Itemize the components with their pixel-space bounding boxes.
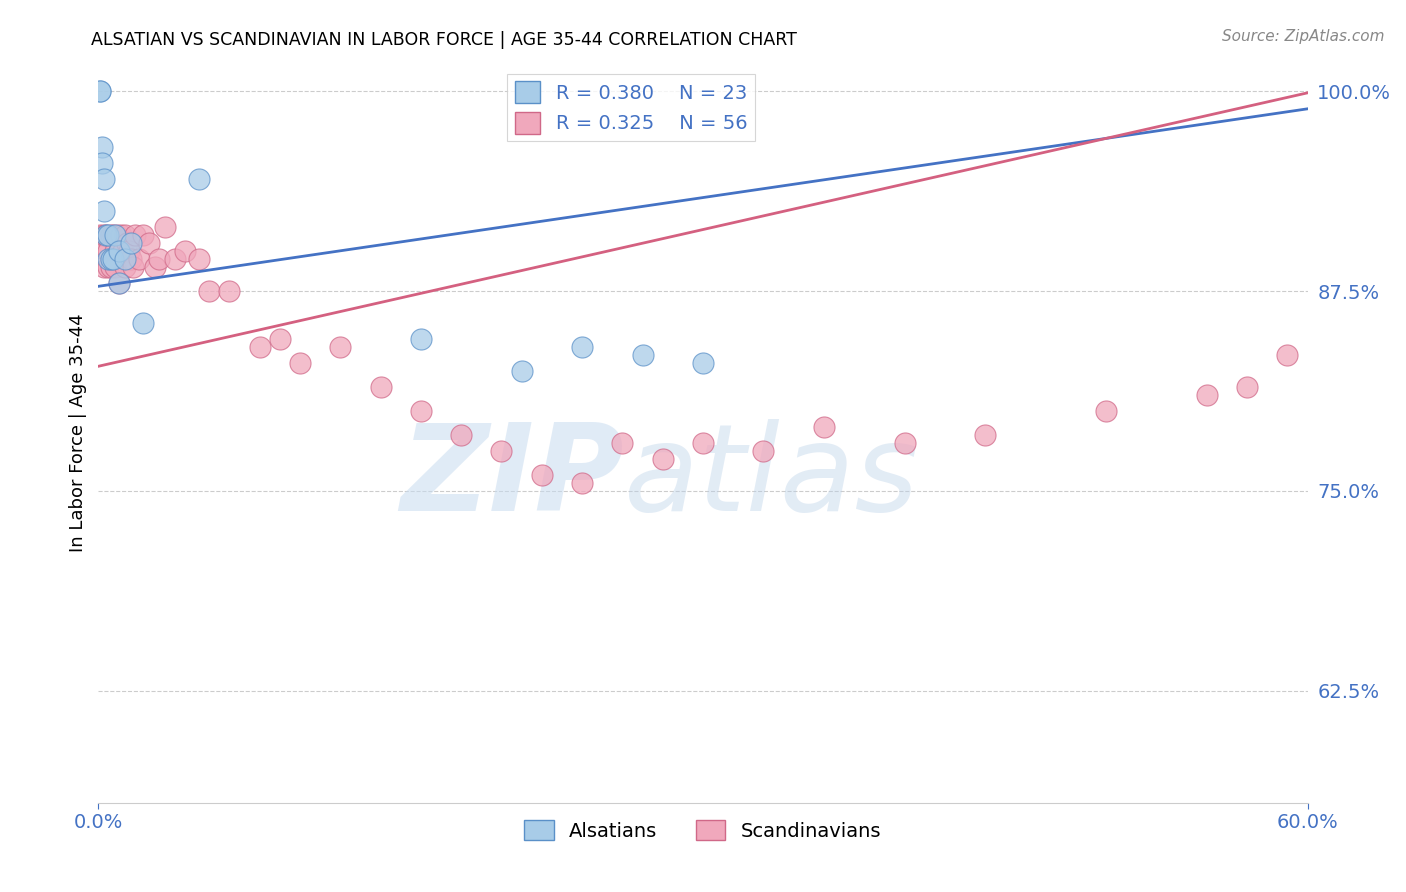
Point (288, 356, 311, 370)
Point (105, 228, 128, 243)
Point (1277, 348, 1299, 362)
Point (370, 380, 392, 394)
Point (120, 252, 142, 266)
Point (132, 316, 155, 330)
Point (571, 340, 593, 354)
Point (120, 236, 142, 251)
Point (143, 260, 166, 274)
Point (93, 260, 115, 274)
Point (100, 260, 122, 274)
Point (107, 276, 129, 290)
Point (692, 436, 714, 450)
Text: Source: ZipAtlas.com: Source: ZipAtlas.com (1222, 29, 1385, 44)
Point (93, 172, 115, 186)
Text: ALSATIAN VS SCANDINAVIAN IN LABOR FORCE | AGE 35-44 CORRELATION CHART: ALSATIAN VS SCANDINAVIAN IN LABOR FORCE … (91, 31, 797, 49)
Point (124, 228, 146, 243)
Point (153, 220, 176, 235)
Point (249, 340, 271, 354)
Point (138, 236, 160, 251)
Point (631, 348, 654, 362)
Point (115, 236, 138, 251)
Point (651, 452, 673, 467)
Point (813, 420, 835, 434)
Legend: Alsatians, Scandinavians: Alsatians, Scandinavians (516, 813, 890, 848)
Point (93, 228, 115, 243)
Point (103, 244, 125, 259)
Point (409, 404, 432, 418)
Point (148, 252, 170, 266)
Point (491, 444, 513, 458)
Text: ZIP: ZIP (401, 418, 624, 535)
Point (198, 284, 221, 298)
Point (97, 252, 120, 266)
Point (89, 228, 111, 243)
Point (571, 475, 593, 490)
Point (188, 252, 211, 266)
Point (188, 172, 211, 186)
Point (96, 228, 118, 243)
Point (218, 284, 240, 298)
Point (893, 436, 915, 450)
Point (1236, 380, 1258, 394)
Point (97, 260, 120, 274)
Point (89, 84, 111, 98)
Point (107, 276, 129, 290)
Point (96, 228, 118, 243)
Point (91, 244, 114, 259)
Point (100, 228, 122, 243)
Point (174, 244, 197, 259)
Point (118, 244, 141, 259)
Point (692, 356, 714, 370)
Point (530, 468, 553, 483)
Point (329, 340, 352, 354)
Point (110, 228, 132, 243)
Point (107, 244, 129, 259)
Point (89, 84, 111, 98)
Point (128, 252, 150, 266)
Point (450, 428, 472, 442)
Text: atlas: atlas (624, 418, 920, 535)
Point (97, 228, 120, 243)
Point (752, 444, 775, 458)
Point (612, 436, 634, 450)
Point (114, 260, 136, 274)
Point (163, 252, 186, 266)
Point (107, 244, 129, 259)
Point (93, 204, 115, 219)
Point (100, 252, 122, 266)
Point (121, 260, 143, 274)
Y-axis label: In Labor Force | Age 35-44: In Labor Force | Age 35-44 (69, 313, 87, 552)
Point (101, 228, 124, 243)
Point (974, 428, 997, 442)
Point (101, 252, 124, 266)
Point (510, 364, 533, 378)
Point (91, 140, 114, 154)
Point (269, 332, 291, 346)
Point (91, 156, 114, 170)
Point (97, 244, 120, 259)
Point (114, 252, 136, 266)
Point (409, 332, 432, 346)
Point (1095, 404, 1118, 418)
Point (103, 260, 125, 274)
Point (132, 228, 155, 243)
Point (111, 244, 134, 259)
Point (1195, 388, 1218, 402)
Point (103, 228, 125, 243)
Point (114, 228, 136, 243)
